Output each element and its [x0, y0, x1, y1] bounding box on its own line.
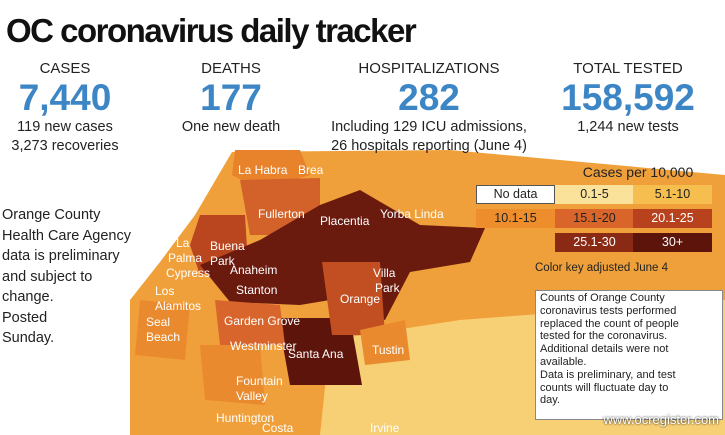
note-line: available. [540, 355, 587, 368]
side-note-line: Posted [2, 309, 48, 326]
stat-label: DEATHS [201, 60, 261, 77]
legend-item: 15.1-20 [555, 209, 634, 228]
city-label: Park [375, 281, 401, 295]
map-region [360, 320, 410, 365]
legend-title: Cases per 10,000 [582, 164, 694, 180]
stat-note: 3,273 recoveries [11, 138, 119, 154]
note-line: counts will fluctuate day to [540, 381, 669, 394]
map-region [200, 190, 485, 320]
legend-item: 10.1-15 [476, 209, 555, 228]
stat: TOTAL TESTED 158,592 1,244 new tests [552, 60, 704, 137]
city-label: Huntington [216, 411, 274, 425]
legend-item: 30+ [633, 233, 712, 252]
city-label: Villa [373, 266, 396, 280]
side-note-line: and subject to [2, 268, 93, 285]
stat-note: 1,244 new tests [577, 119, 679, 135]
stat-value: 7,440 [18, 77, 112, 118]
city-label: Orange [340, 292, 380, 306]
stat: CASES 7,440 119 new cases 3,273 recoveries [0, 60, 130, 156]
legend-item: No data [476, 185, 555, 204]
city-label: Beach [146, 330, 180, 344]
legend-footnote: Color key adjusted June 4 [535, 262, 668, 274]
note-line: coronavirus tests performed [540, 304, 677, 317]
stat-value: 282 [398, 77, 460, 118]
city-label: La [176, 236, 190, 250]
city-label: La Habra [238, 163, 288, 177]
note-line: replaced the count of people [540, 317, 679, 330]
city-label: Valley [236, 389, 268, 403]
stat-note: One new death [181, 119, 281, 135]
city-label: Irvine [370, 421, 400, 435]
stat-value: 158,592 [561, 77, 695, 118]
stat-label: HOSPITALIZATIONS [358, 60, 500, 77]
side-note-line: change. [2, 289, 54, 305]
city-label: Palma [168, 251, 202, 265]
stat: HOSPITALIZATIONS 282 Including 129 ICU adm… [320, 60, 538, 156]
map-region [200, 345, 265, 405]
stat-label: CASES [39, 60, 91, 77]
note-box: Counts of Orange County coronavirus tests… [535, 290, 723, 420]
city-label: Costa [262, 421, 294, 435]
city-label: Los [155, 284, 174, 298]
side-note-line: Health Care Agency [2, 227, 131, 244]
stat-note: Including 129 ICU admissions, [331, 119, 527, 135]
note-line: tested for the coronavirus. [540, 330, 668, 343]
side-note-line: Sunday. [2, 330, 55, 346]
side-note-line: Orange County [2, 207, 101, 223]
city-label: Fountain [236, 374, 283, 388]
city-label: Garden Grove [224, 314, 300, 328]
stat-note: 119 new cases [17, 119, 113, 135]
city-label: Yorba Linda [380, 207, 444, 221]
note-line: day. [540, 394, 560, 407]
city-label: Anaheim [230, 263, 277, 277]
city-label: Park [210, 254, 236, 268]
city-label: Fullerton [258, 207, 305, 221]
city-label: Santa Ana [288, 347, 344, 361]
stat-value: 177 [200, 77, 262, 118]
side-note-line: data is preliminary [2, 248, 120, 264]
city-label: Stanton [236, 283, 277, 297]
city-label: Tustin [372, 343, 404, 357]
city-label: Westminster [230, 339, 296, 353]
stat: DEATHS 177 One new death [170, 60, 292, 137]
map-region [135, 300, 190, 360]
map-region [215, 300, 285, 345]
note-line: Counts of Orange County [540, 292, 665, 304]
city-label: Cypress [166, 266, 210, 280]
city-label: Seal [146, 315, 170, 329]
city-label: Alamitos [155, 299, 201, 313]
legend-item: 5.1-10 [633, 185, 712, 204]
stat-note: 26 hospitals reporting (June 4) [331, 138, 527, 154]
city-label: Brea [298, 163, 324, 177]
legend-item: 25.1-30 [555, 233, 634, 252]
side-note: Orange County Health Care Agency data is p… [2, 205, 131, 349]
title: OC coronavirus daily tracker [6, 12, 417, 49]
stat-label: TOTAL TESTED [573, 60, 683, 77]
legend-item: 0.1-5 [555, 185, 634, 204]
city-label: Placentia [320, 214, 370, 228]
note-line: Data is preliminary, and test [540, 368, 676, 381]
legend-item: 20.1-25 [633, 209, 712, 228]
credit: www.ocregister.com [603, 412, 719, 427]
city-label: Buena [210, 239, 245, 253]
note-line: Additional details were not [540, 343, 669, 356]
map-region [322, 262, 385, 335]
